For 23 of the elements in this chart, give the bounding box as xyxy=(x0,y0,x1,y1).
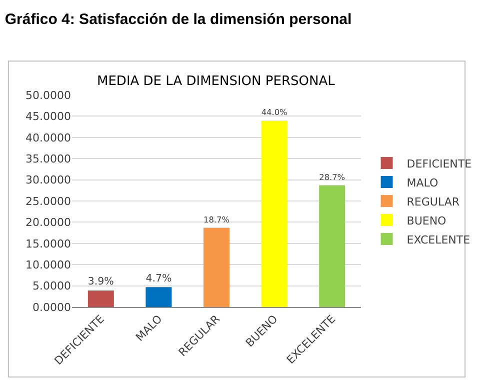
data-label: 44.0% xyxy=(261,107,288,118)
data-label: 3.9% xyxy=(88,276,114,288)
y-tick-label: 30.0000 xyxy=(26,174,71,187)
y-tick-label: 15.0000 xyxy=(26,237,71,250)
data-label: 18.7% xyxy=(204,214,230,224)
legend-label: MALO xyxy=(406,176,439,190)
y-tick-label: 20.0000 xyxy=(26,216,71,230)
legend-label: BUENO xyxy=(406,214,447,228)
y-tick-label: 25.0000 xyxy=(26,194,71,208)
y-tick-label: 10.0000 xyxy=(26,258,71,272)
legend-label: DEFICIENTE xyxy=(406,157,472,170)
data-label: 28.7% xyxy=(319,172,346,182)
y-tick-label: 50.0000 xyxy=(26,88,71,102)
y-tick-label: 35.0000 xyxy=(26,152,71,166)
chart-title: Gráfico 4: Satisfacción de la dimensión personal xyxy=(4,10,352,28)
data-label: 4.7% xyxy=(146,273,172,284)
y-tick-label: 5.0000 xyxy=(32,280,71,293)
y-tick-label: 0.0000 xyxy=(32,300,71,314)
legend-label: REGULAR xyxy=(406,195,460,208)
chart-subtitle: MEDIA DE LA DIMENSION PERSONAL xyxy=(97,74,336,89)
y-tick-label: 40.0000 xyxy=(26,131,71,144)
y-tick-label: 45.0000 xyxy=(26,110,71,124)
legend-label: EXCELENTE xyxy=(406,233,470,246)
